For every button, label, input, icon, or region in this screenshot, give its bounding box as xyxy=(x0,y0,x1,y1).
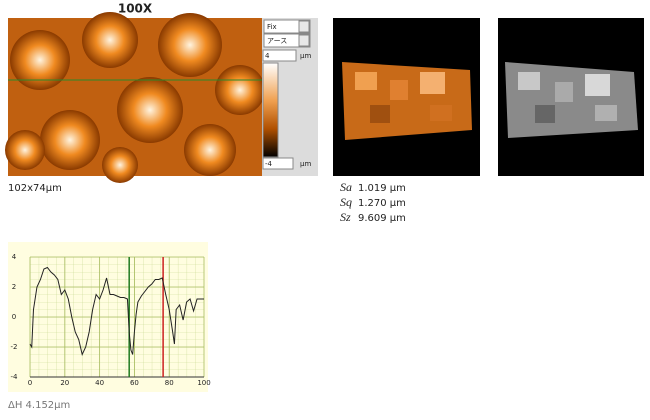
stat-label: Sq xyxy=(340,195,352,209)
profile-chart: 420-2-40 20 40 60 80 100 xyxy=(11,253,211,387)
stat-label: Sz xyxy=(340,210,351,224)
height-map xyxy=(5,12,265,183)
y-tick-label: 4 xyxy=(12,253,17,261)
mode-select[interactable]: Fix xyxy=(267,23,277,31)
3d-gray-view xyxy=(498,18,644,176)
x-tick-label: 100 xyxy=(197,379,210,387)
scale-min-unit: μm xyxy=(300,160,311,168)
roughness-stats: Sa 1.019 μm Sq 1.270 μm Sz 9.609 μm xyxy=(340,180,406,224)
title: 100X xyxy=(118,2,153,16)
y-tick-label: 0 xyxy=(12,313,16,321)
x-tick-label: 60 xyxy=(130,379,139,387)
x-tick-label: 0 xyxy=(28,379,32,387)
image-size: 102x74μm xyxy=(8,183,62,194)
y-tick-label: -4 xyxy=(11,373,19,381)
scale-panel: Fix アース 4 μm -4 μm xyxy=(262,18,318,176)
3d-color-view xyxy=(333,18,480,176)
delta-h: ΔH 4.152μm xyxy=(8,400,70,411)
scale-min-input[interactable]: -4 xyxy=(265,160,273,168)
y-tick-label: -2 xyxy=(11,343,18,351)
x-tick-label: 20 xyxy=(60,379,69,387)
x-tick-label: 40 xyxy=(95,379,104,387)
scale-max-input[interactable]: 4 xyxy=(265,52,270,60)
stat-value: 1.270 μm xyxy=(358,198,406,209)
stat-value: 1.019 μm xyxy=(358,183,406,194)
profile-line xyxy=(29,266,204,357)
scale-max-unit: μm xyxy=(300,52,311,60)
stat-label: Sa xyxy=(340,180,352,194)
y-tick-label: 2 xyxy=(12,283,16,291)
stat-value: 9.609 μm xyxy=(358,213,406,224)
colormap-select[interactable]: アース xyxy=(267,37,287,45)
x-tick-label: 80 xyxy=(165,379,174,387)
